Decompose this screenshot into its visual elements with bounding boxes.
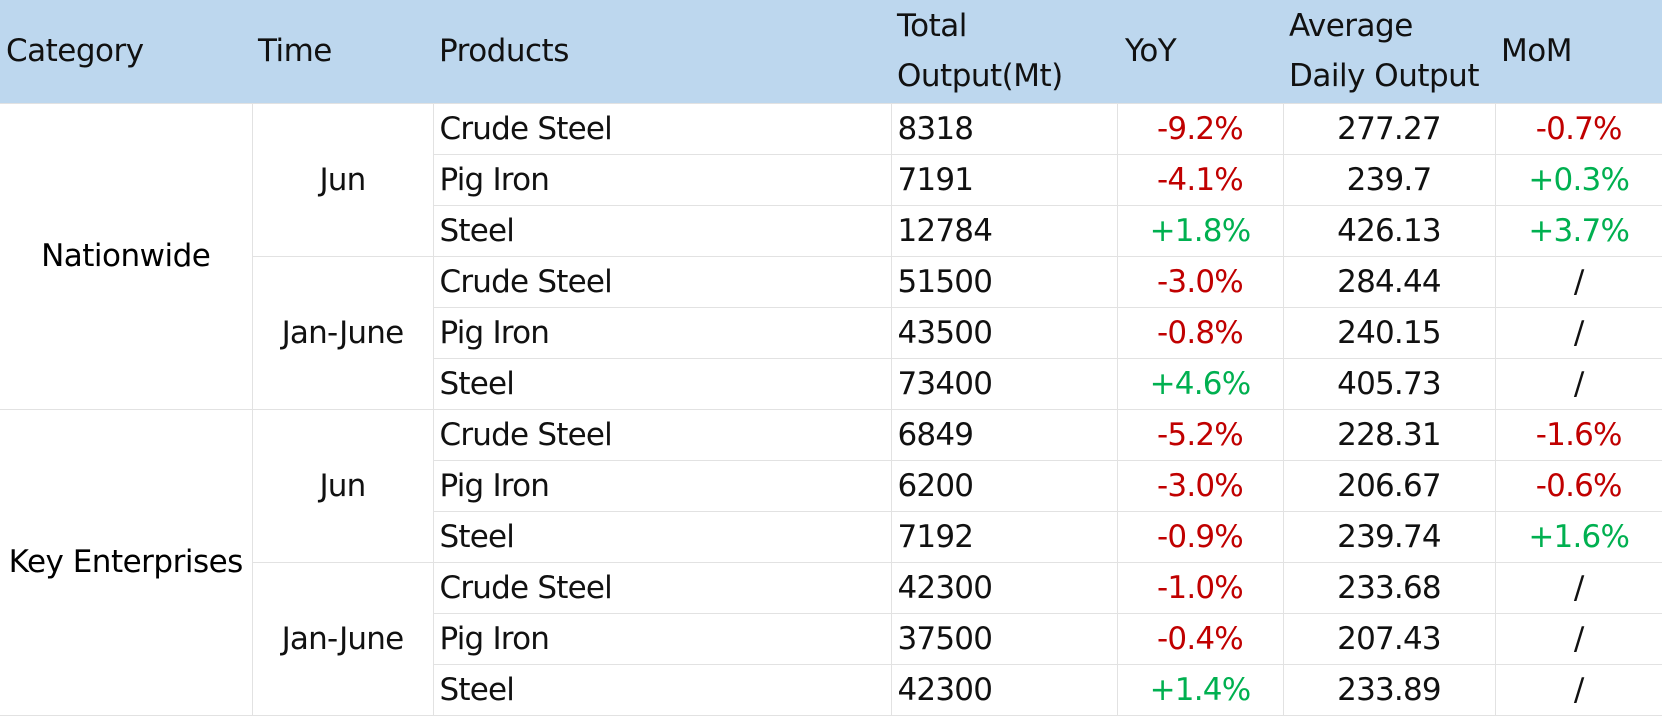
product-cell: Pig Iron: [432, 459, 892, 512]
average-daily-output-cell: 239.74: [1282, 510, 1496, 563]
product-cell: Crude Steel: [432, 408, 892, 461]
yoy-cell: -4.1%: [1116, 153, 1284, 206]
total-output-cell: 73400: [890, 357, 1118, 410]
product-cell: Pig Iron: [432, 306, 892, 359]
table-row: Jan-June Crude Steel 51500 -3.0% 284.44/: [0, 255, 1662, 410]
yoy-cell: -0.8%: [1116, 306, 1284, 359]
table-row: Steel 73400 +4.6% 405.73/: [0, 357, 1662, 410]
total-output-cell: 7192: [890, 510, 1118, 563]
mom-cell: /: [1494, 663, 1662, 716]
table-row: Nationwide Jun Crude Steel 8318 -9.2% 277.27-…: [0, 102, 1662, 410]
product-cell: Steel: [432, 510, 892, 563]
yoy-cell: +4.6%: [1116, 357, 1284, 410]
time-cell: Jan-June: [251, 561, 434, 716]
mom-cell: /: [1494, 561, 1662, 614]
mom-cell: /: [1494, 306, 1662, 359]
yoy-cell: -3.0%: [1116, 255, 1284, 308]
yoy-cell: -1.0%: [1116, 561, 1284, 614]
product-cell: Crude Steel: [432, 102, 892, 155]
total-output-cell: 12784: [890, 204, 1118, 257]
product-cell: Steel: [432, 204, 892, 257]
average-daily-output-cell: 233.68: [1282, 561, 1496, 614]
header-category: Category: [6, 33, 144, 70]
table-row: Key Enterprises Jun Crude Steel 6849 -5.2% 22…: [0, 408, 1662, 716]
mom-cell: +0.3%: [1494, 153, 1662, 206]
product-cell: Steel: [432, 357, 892, 410]
yoy-cell: -0.4%: [1116, 612, 1284, 665]
mom-cell: +1.6%: [1494, 510, 1662, 563]
yoy-cell: -5.2%: [1116, 408, 1284, 461]
average-daily-output-cell: 207.43: [1282, 612, 1496, 665]
header-total-output: Total Output(Mt): [897, 8, 1063, 95]
total-output-cell: 6849: [890, 408, 1118, 461]
table-row: Pig Iron 37500 -0.4% 207.43/: [0, 612, 1662, 665]
mom-cell: /: [1494, 357, 1662, 410]
total-output-cell: 51500: [890, 255, 1118, 308]
category-cell: Key Enterprises: [0, 408, 253, 716]
header-mom: MoM: [1501, 33, 1572, 70]
mom-cell: -0.7%: [1494, 102, 1662, 155]
total-output-cell: 7191: [890, 153, 1118, 206]
header-time: Time: [258, 33, 332, 70]
category-cell: Nationwide: [0, 102, 253, 410]
table-header: Category Time Products Total Output(Mt) Y…: [0, 0, 1662, 103]
total-output-cell: 6200: [890, 459, 1118, 512]
header-average-daily-output: Average Daily Output: [1289, 8, 1479, 95]
header-products: Products: [439, 33, 569, 70]
total-output-cell: 43500: [890, 306, 1118, 359]
table-row: Steel 42300 +1.4% 233.89/: [0, 663, 1662, 716]
time-cell: Jun: [251, 408, 434, 563]
average-daily-output-cell: 206.67: [1282, 459, 1496, 512]
product-cell: Crude Steel: [432, 255, 892, 308]
mom-cell: +3.7%: [1494, 204, 1662, 257]
total-output-cell: 42300: [890, 561, 1118, 614]
average-daily-output-cell: 239.7: [1282, 153, 1496, 206]
total-output-cell: 37500: [890, 612, 1118, 665]
table-row: Pig Iron 6200 -3.0% 206.67 -0.6%: [0, 459, 1662, 512]
yoy-cell: +1.8%: [1116, 204, 1284, 257]
mom-cell: /: [1494, 612, 1662, 665]
time-cell: Jan-June: [251, 255, 434, 410]
average-daily-output-cell: 240.15: [1282, 306, 1496, 359]
mom-cell: -1.6%: [1494, 408, 1662, 461]
header-row: Category Time Products Total Output(Mt) Y…: [0, 0, 1662, 103]
average-daily-output-cell: 277.27: [1282, 102, 1496, 155]
average-daily-output-cell: 233.89: [1282, 663, 1496, 716]
average-daily-output-cell: 405.73: [1282, 357, 1496, 410]
total-output-cell: 42300: [890, 663, 1118, 716]
table-row: Steel 12784 +1.8% 426.13 +3.7%: [0, 204, 1662, 257]
header-yoy: YoY: [1125, 33, 1177, 70]
yoy-cell: -0.9%: [1116, 510, 1284, 563]
mom-cell: -0.6%: [1494, 459, 1662, 512]
average-daily-output-cell: 284.44: [1282, 255, 1496, 308]
yoy-cell: -9.2%: [1116, 102, 1284, 155]
time-cell: Jun: [251, 102, 434, 257]
average-daily-output-cell: 228.31: [1282, 408, 1496, 461]
table-body: Nationwide Jun Crude Steel 8318 -9.2% 277.27-…: [0, 102, 1662, 716]
yoy-cell: +1.4%: [1116, 663, 1284, 716]
product-cell: Pig Iron: [432, 153, 892, 206]
total-output-cell: 8318: [890, 102, 1118, 155]
table-row: Jan-June Crude Steel 42300 -1.0% 233.68/: [0, 561, 1662, 716]
mom-cell: /: [1494, 255, 1662, 308]
yoy-cell: -3.0%: [1116, 459, 1284, 512]
table-row: Pig Iron 43500 -0.8% 240.15/: [0, 306, 1662, 359]
product-cell: Crude Steel: [432, 561, 892, 614]
average-daily-output-cell: 426.13: [1282, 204, 1496, 257]
product-cell: Steel: [432, 663, 892, 716]
product-cell: Pig Iron: [432, 612, 892, 665]
table-row: Steel 7192 -0.9% 239.74 +1.6%: [0, 510, 1662, 563]
